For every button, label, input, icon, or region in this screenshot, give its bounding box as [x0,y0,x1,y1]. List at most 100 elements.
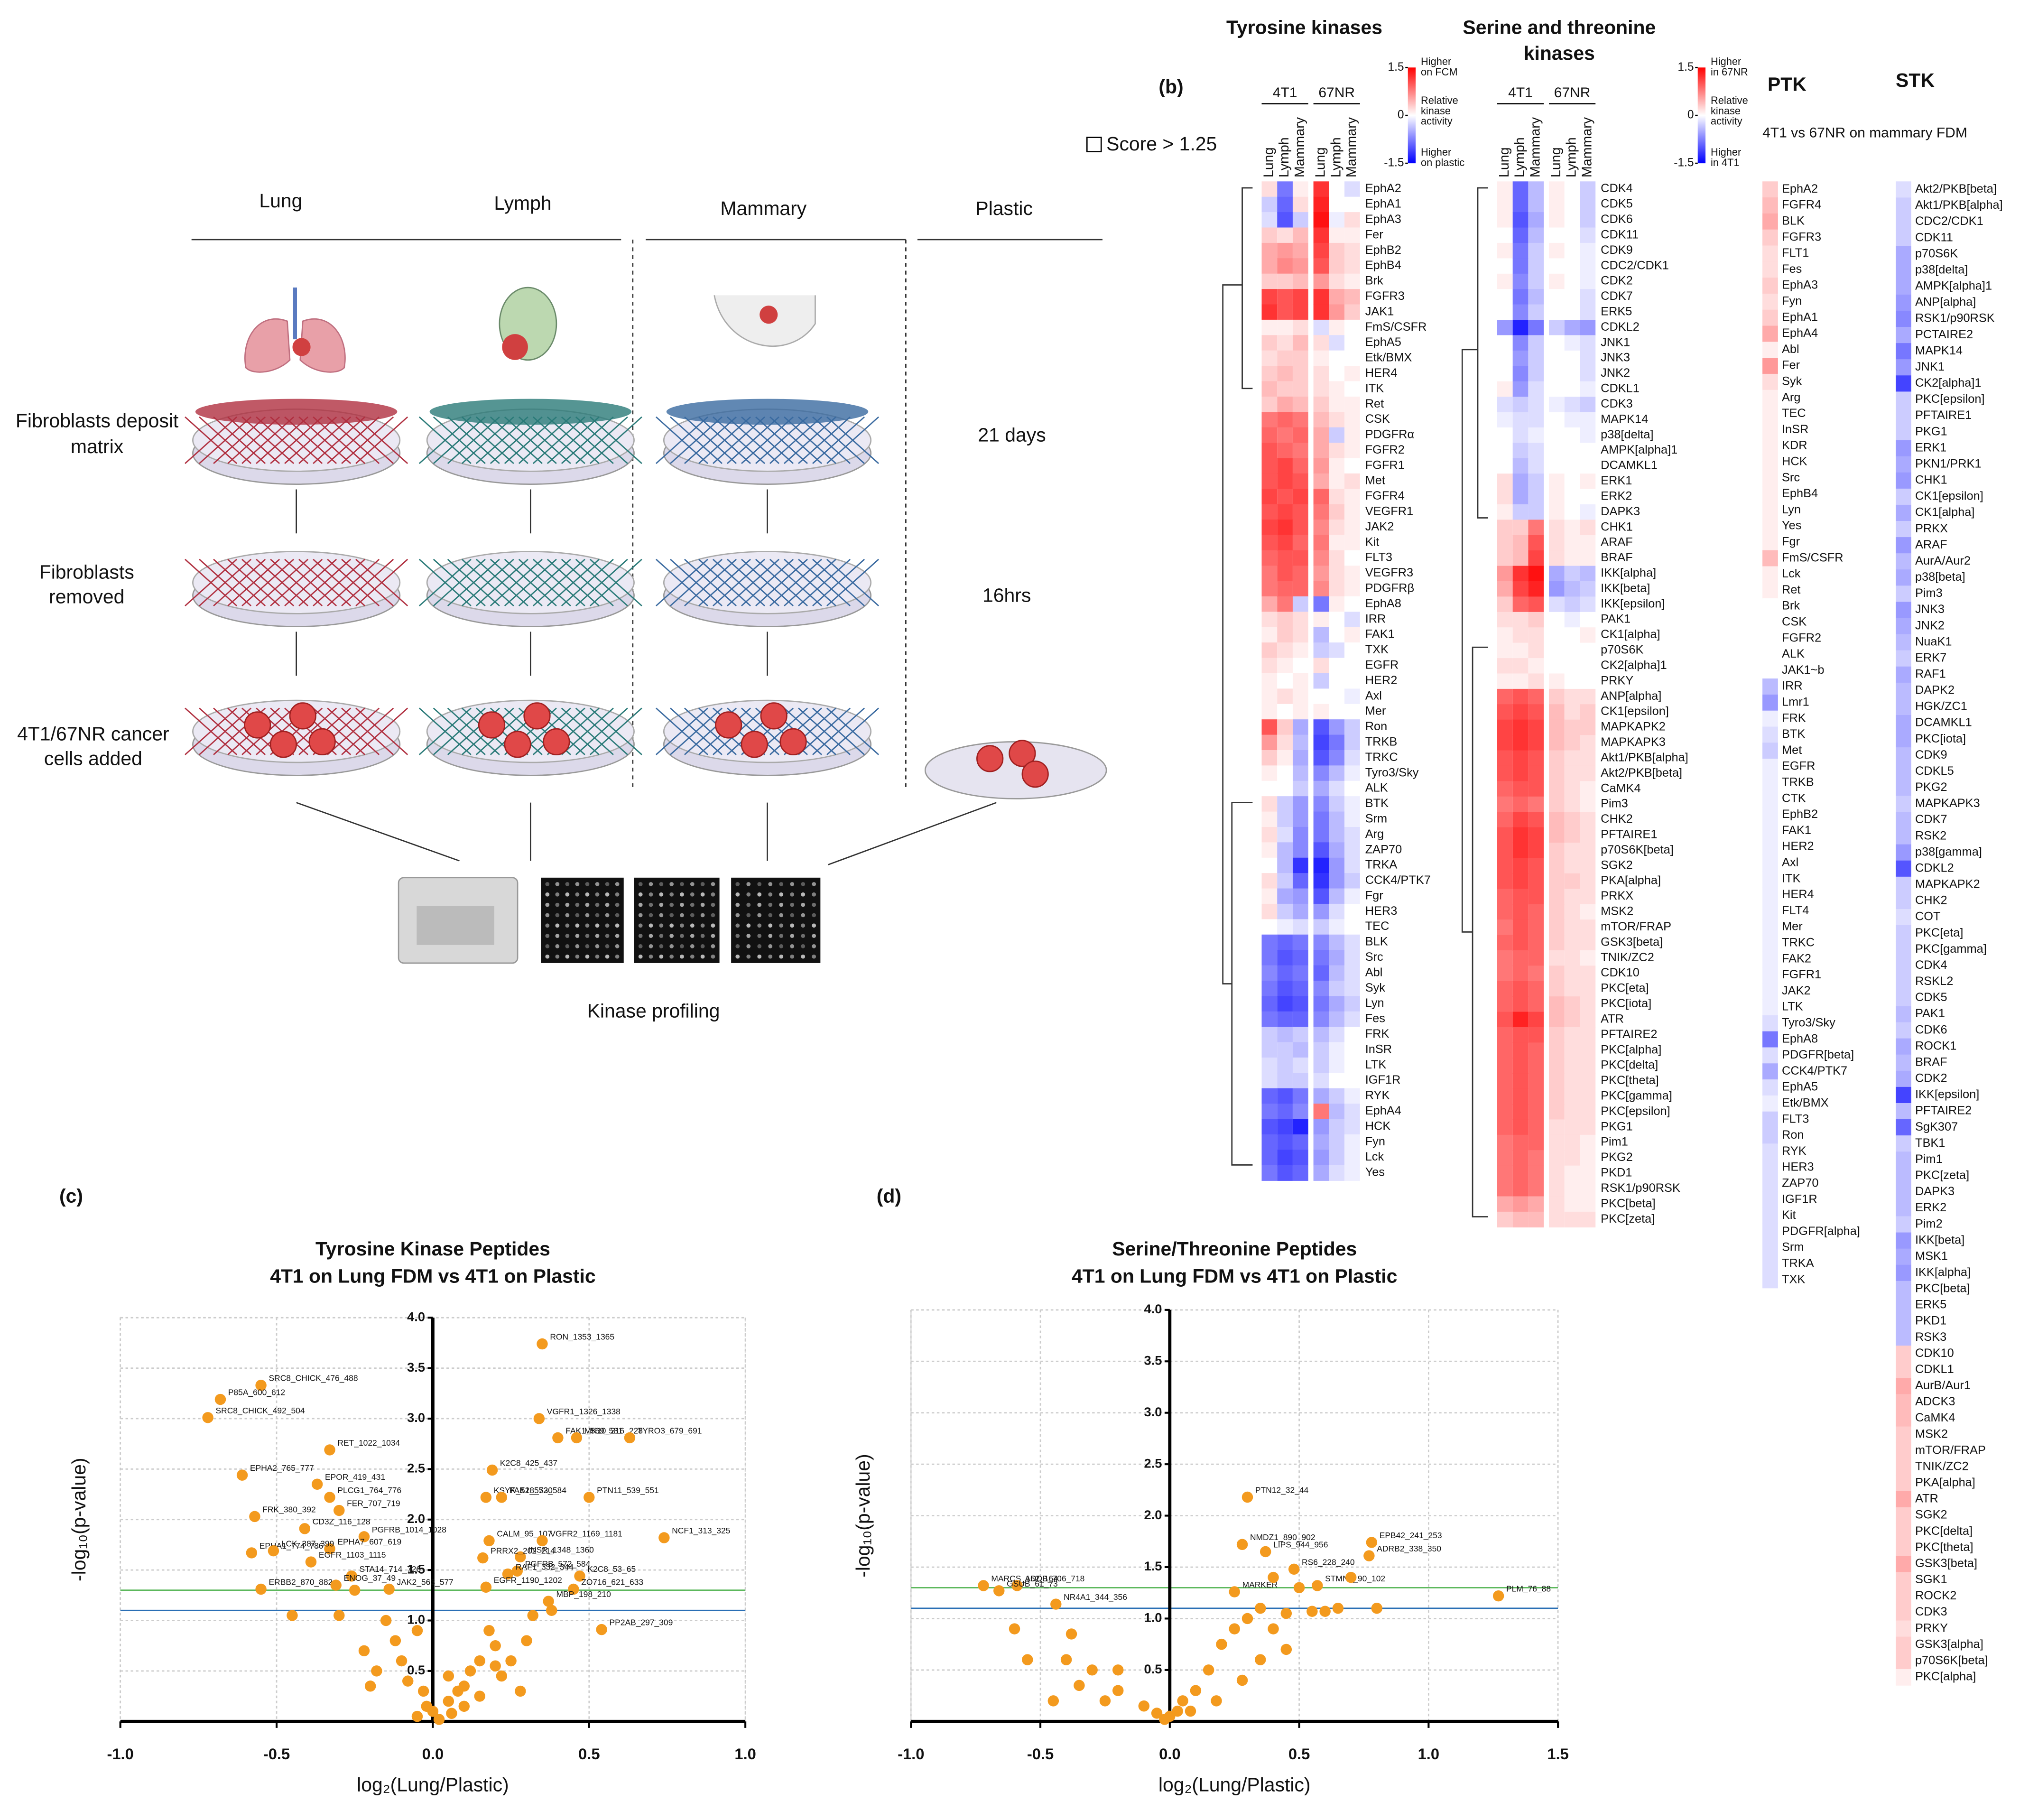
heat-cell [1512,873,1529,890]
array-spot [768,882,773,886]
array-spot [779,892,784,897]
array-spot [669,923,674,928]
array-spot [565,923,570,928]
fiber [475,558,528,607]
heat-cell [1549,1150,1565,1166]
row-label: p70S6K [1601,643,1643,657]
fiber [713,416,765,464]
heat-cell [1549,642,1565,659]
row-label: PKC[eta] [1601,982,1649,995]
list-cell [1896,844,1911,861]
heat-cell [1549,904,1565,920]
heat-cell [1528,596,1544,613]
heat-cell [1564,781,1580,797]
array-spot [779,882,784,886]
data-point [402,1675,414,1687]
row-label: PRKY [1915,1621,1948,1634]
fiber [418,707,472,755]
heat-cell [1329,566,1345,582]
array-spot [690,934,695,938]
row-label: Abl [1782,343,1799,356]
heat-cell [1497,535,1513,551]
list-cell [1896,214,1911,231]
data-point [287,1610,298,1621]
heat-cell [1313,980,1329,997]
heat-cell [1580,427,1596,444]
list-cell [1762,325,1778,343]
data-point [502,1568,514,1580]
heat-cell [1512,273,1529,290]
array-spot [575,882,580,886]
list-cell [1762,309,1778,326]
list-cell [1896,1346,1911,1363]
heat-cell [1580,397,1596,413]
array-spot [605,944,610,948]
heat-cell [1528,996,1544,1012]
list-cell [1896,553,1911,570]
heat-cell [1549,750,1565,766]
heat-cell [1580,520,1596,536]
heat-cell [1344,903,1360,920]
row-label: Fyn [1365,1135,1385,1148]
array-spot [779,913,784,918]
heat-cell [1277,319,1293,336]
colorbar-caption: Higher [1421,146,1451,158]
heat-cell [1549,427,1565,444]
heat-cell [1580,1073,1596,1089]
heat-cell [1292,227,1308,243]
heat-cell [1329,642,1345,659]
list-cell [1762,470,1778,487]
heat-cell [1329,857,1345,873]
array-spot [605,882,610,886]
row-label: FLT4 [1782,904,1809,917]
fiber [313,416,366,464]
array-spot [680,892,684,897]
list-cell [1896,634,1911,651]
heat-cell [1564,1027,1580,1043]
data-point [1280,1607,1292,1619]
data-point [1177,1695,1188,1707]
data-point [249,1511,260,1523]
heat-cell [1497,258,1513,274]
data-point [1268,1623,1279,1634]
row-label: HCK [1782,455,1807,468]
heat-cell [1512,1150,1529,1166]
heat-cell [1497,520,1513,536]
list-cell [1762,438,1778,455]
heat-cell [1313,734,1329,751]
list-cell [1896,974,1911,991]
row-label: PKC[theta] [1601,1074,1659,1087]
heat-cell [1277,857,1293,873]
heat-cell [1344,934,1360,950]
heat-cell [1292,673,1308,689]
row-label: RSK1/p90RSK [1601,1181,1680,1195]
list-cell [1896,828,1911,845]
data-point [1050,1598,1062,1610]
row-label: CDK10 [1601,966,1640,979]
heat-cell [1261,227,1278,243]
heat-cell [1564,181,1580,197]
list-cell [1896,1248,1911,1265]
heat-cell [1313,704,1329,720]
list-cell [1896,1378,1911,1395]
heat-cell [1329,1027,1345,1043]
heat-cell [1564,919,1580,936]
list-cell [1762,582,1778,599]
heat-cell [1549,196,1565,213]
point-label: K2C8_425_437 [500,1458,557,1468]
heat-cell [1261,535,1278,551]
heat-cell [1344,1042,1360,1058]
heat-cell [1549,474,1565,490]
point-label: NCF1_313_325 [672,1526,730,1536]
list-cell [1896,957,1911,975]
heat-cell [1528,489,1544,505]
heat-cell [1528,627,1544,643]
heat-cell [1292,996,1308,1012]
list-cell [1896,1038,1911,1055]
row-label: Met [1365,474,1385,487]
point-label: VGFR1_1326_1338 [547,1407,621,1417]
heat-cell [1564,812,1580,828]
row-label: BLK [1365,935,1388,948]
heat-cell [1512,1058,1529,1074]
heat-cell [1497,427,1513,444]
